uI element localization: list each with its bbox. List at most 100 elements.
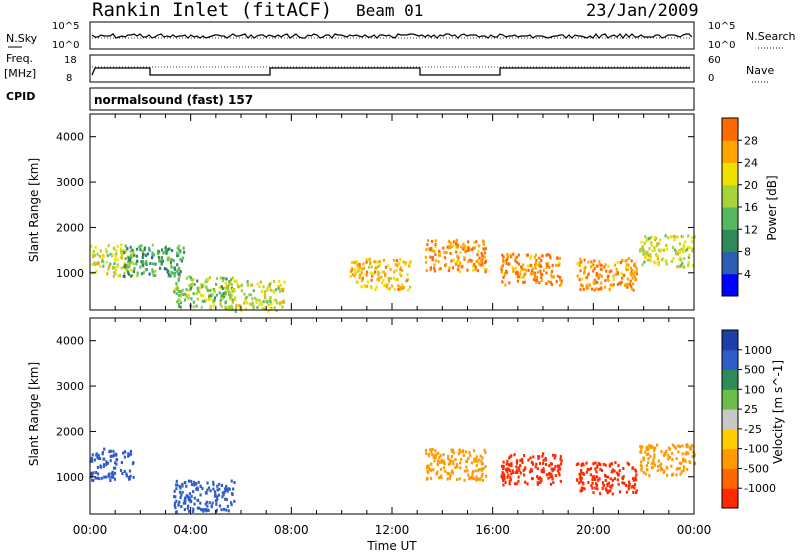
data-cell: [601, 481, 605, 485]
data-cell: [196, 297, 199, 301]
data-cell: [130, 256, 133, 260]
data-cell: [514, 259, 517, 263]
data-cell: [546, 253, 549, 257]
data-cell: [204, 280, 207, 284]
data-cell: [645, 445, 648, 449]
data-cell: [587, 480, 590, 484]
data-cell: [624, 283, 627, 287]
data-cell: [354, 268, 357, 272]
colorbar-tick-label: 24: [744, 157, 758, 170]
data-cell: [130, 253, 134, 257]
data-cell: [630, 287, 633, 291]
data-cell: [662, 471, 665, 475]
data-cell: [619, 260, 622, 264]
data-cell: [136, 271, 139, 275]
data-cell: [195, 292, 198, 296]
data-cell: [560, 279, 563, 283]
data-cell: [207, 486, 211, 490]
data-cell: [646, 468, 649, 472]
data-cell: [595, 482, 598, 486]
data-cell: [449, 474, 452, 478]
data-cell: [92, 249, 95, 253]
data-cell: [132, 461, 135, 465]
x-tick-label: 16:00: [475, 523, 510, 537]
power-x-ticks: [89, 114, 695, 310]
data-cell: [676, 252, 680, 256]
data-cell: [680, 264, 683, 268]
data-cell: [279, 301, 282, 305]
data-cell: [682, 243, 685, 247]
data-cell: [192, 278, 195, 282]
data-cell: [501, 471, 504, 475]
data-cell: [578, 476, 582, 480]
data-cell: [433, 269, 437, 273]
data-cell: [514, 256, 517, 260]
data-cell: [599, 467, 602, 471]
data-cell: [190, 285, 193, 289]
data-cell: [269, 288, 272, 292]
data-cell: [665, 449, 668, 453]
data-cell: [505, 261, 508, 265]
data-cell: [373, 270, 377, 274]
data-cell: [197, 498, 200, 502]
data-cell: [609, 477, 612, 481]
data-cell: [539, 481, 542, 485]
data-cell: [446, 245, 449, 249]
data-cell: [141, 260, 144, 264]
data-cell: [436, 470, 439, 474]
data-cell: [582, 471, 585, 475]
data-cell: [589, 265, 593, 269]
data-cell: [258, 284, 261, 288]
data-cell: [641, 263, 644, 267]
freq-unit: [MHz]: [4, 67, 36, 80]
data-cell: [163, 250, 167, 254]
data-cell: [97, 456, 100, 460]
data-cell: [617, 464, 620, 468]
data-cell: [530, 469, 533, 473]
data-cell: [213, 298, 216, 302]
cpid-panel-frame: [89, 87, 695, 111]
data-cell: [653, 248, 656, 252]
data-cell: [634, 468, 637, 472]
data-cell: [455, 250, 458, 254]
x-tick-label: 12:00: [375, 523, 410, 537]
data-cell: [512, 252, 515, 256]
data-cell: [473, 457, 476, 461]
data-cell: [430, 450, 433, 454]
data-cell: [111, 266, 114, 270]
data-cell: [475, 240, 478, 244]
data-cell: [668, 447, 672, 451]
data-cell: [131, 260, 134, 264]
colorbar-tick-label: 500: [744, 364, 765, 377]
data-cell: [680, 470, 683, 474]
data-cell: [238, 304, 242, 308]
freq-tick-right-top: 60: [708, 55, 721, 66]
data-cell: [190, 483, 194, 487]
data-cell: [682, 265, 685, 269]
data-cell: [176, 254, 179, 258]
data-cell: [682, 246, 685, 250]
data-cell: [470, 461, 474, 465]
data-cell: [502, 258, 505, 262]
data-cell: [503, 477, 506, 481]
data-cell: [356, 280, 359, 284]
data-cell: [442, 246, 445, 250]
data-cell: [209, 304, 213, 308]
data-cell: [112, 454, 115, 458]
data-cell: [475, 475, 478, 479]
data-cell: [450, 455, 454, 459]
data-cell: [673, 248, 677, 252]
data-cell: [653, 463, 657, 467]
data-cell: [509, 469, 512, 473]
data-cell: [501, 476, 504, 480]
data-cell: [540, 470, 543, 474]
data-cell: [502, 275, 505, 279]
data-cell: [522, 454, 526, 458]
data-cell: [670, 451, 674, 455]
data-cell: [449, 461, 452, 465]
data-cell: [687, 260, 690, 264]
data-cell: [668, 455, 671, 459]
data-cell: [463, 256, 466, 260]
data-cell: [585, 470, 589, 474]
x-tick-label: 00:00: [73, 523, 108, 537]
